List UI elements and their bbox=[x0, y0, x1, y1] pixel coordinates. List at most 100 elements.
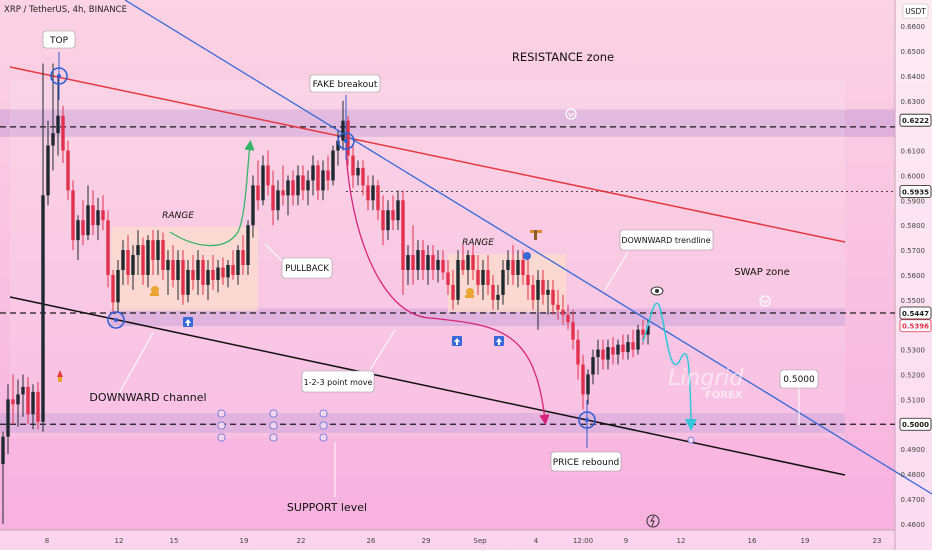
time-axis-panel bbox=[0, 530, 895, 550]
symbol-title: XRP / TetherUS, 4h, BINANCE bbox=[4, 5, 127, 15]
candle bbox=[61, 105, 65, 163]
candle-body bbox=[631, 342, 635, 350]
price-tick-label: 0.5700 bbox=[901, 247, 926, 255]
candle bbox=[156, 230, 160, 275]
candle-body bbox=[581, 364, 585, 395]
candle bbox=[446, 260, 450, 295]
candle-body bbox=[11, 399, 15, 405]
candle bbox=[271, 170, 275, 226]
candle bbox=[66, 140, 70, 201]
candle bbox=[246, 220, 250, 275]
svg-text:1-2-3 point move: 1-2-3 point move bbox=[304, 378, 373, 387]
candle bbox=[181, 250, 185, 305]
candle-body bbox=[396, 200, 400, 221]
candle-body bbox=[161, 240, 165, 270]
candle-body bbox=[481, 269, 485, 285]
candle-body bbox=[566, 314, 570, 323]
candle-body bbox=[596, 349, 600, 358]
candle bbox=[196, 250, 200, 295]
resistance-trendline[interactable] bbox=[9, 66, 846, 243]
candle bbox=[76, 215, 80, 261]
candle bbox=[201, 255, 205, 295]
lightning-icon[interactable] bbox=[646, 514, 660, 528]
candle bbox=[361, 160, 365, 196]
candle bbox=[321, 160, 325, 201]
time-tick-label: 16 bbox=[748, 537, 757, 545]
candle bbox=[426, 245, 430, 285]
candle-body bbox=[241, 250, 245, 265]
rocket-icon bbox=[57, 370, 63, 382]
watermark-sub: FOREX bbox=[705, 390, 743, 401]
time-tick-label: 23 bbox=[873, 537, 882, 545]
candle-body bbox=[586, 374, 590, 395]
hammer-icon bbox=[530, 230, 542, 240]
candle-body bbox=[616, 344, 620, 355]
price-tick-label: 0.6300 bbox=[901, 98, 926, 106]
eye-icon bbox=[650, 286, 664, 296]
candle-body bbox=[201, 260, 205, 285]
candle-body bbox=[506, 260, 510, 270]
channel-callout-pointer bbox=[117, 332, 154, 396]
candle-body bbox=[431, 255, 435, 270]
currency-label: USDT bbox=[905, 7, 926, 16]
price-tick-label: 0.5800 bbox=[901, 222, 926, 230]
candle-body bbox=[321, 170, 325, 191]
candle bbox=[481, 260, 485, 300]
price-rebound-callout: PRICE rebound bbox=[550, 451, 622, 472]
candle bbox=[516, 250, 520, 288]
channel-support-line[interactable] bbox=[9, 296, 846, 476]
candle-body bbox=[341, 120, 345, 141]
candle-body bbox=[261, 165, 265, 201]
resistance-zone-label: RESISTANCE zone bbox=[512, 50, 614, 64]
time-tick-label: 12 bbox=[677, 537, 686, 545]
candle bbox=[291, 170, 295, 206]
candle bbox=[26, 376, 30, 425]
candle-body bbox=[541, 279, 545, 295]
price-axis-panel bbox=[895, 0, 932, 550]
candle-body bbox=[6, 399, 10, 437]
candle-body bbox=[76, 220, 80, 241]
candle bbox=[586, 369, 590, 405]
trendline-callout: DOWNWARD trendline bbox=[619, 229, 714, 251]
time-tick-label: Sep bbox=[473, 537, 487, 545]
downward-channel-label: DOWNWARD channel bbox=[89, 391, 206, 404]
pullback-callout: PULLBACK bbox=[281, 257, 333, 279]
time-tick-label: 22 bbox=[297, 537, 306, 545]
candle-body bbox=[101, 210, 105, 221]
candle-body bbox=[166, 260, 170, 270]
candle-body bbox=[591, 357, 595, 375]
currency-badge[interactable] bbox=[902, 3, 929, 19]
candle bbox=[441, 250, 445, 280]
snail-icon bbox=[465, 288, 474, 298]
candle bbox=[331, 145, 335, 186]
candle bbox=[371, 175, 375, 211]
candle-body bbox=[331, 150, 335, 181]
time-tick-label: 12 bbox=[115, 537, 124, 545]
candle bbox=[601, 339, 605, 370]
candle-body bbox=[646, 325, 650, 335]
price-tick-label: 0.5500 bbox=[901, 297, 926, 305]
candle-body bbox=[136, 245, 140, 256]
downward-trendline[interactable] bbox=[124, 0, 932, 495]
candle bbox=[171, 245, 175, 288]
candle-body bbox=[206, 269, 210, 285]
time-axis[interactable]: 8 12 15 19 22 26 29 Sep 4 12:00 9 12 16 19 23 bbox=[45, 537, 882, 545]
candle-body bbox=[96, 210, 100, 226]
candle bbox=[256, 160, 260, 211]
candle bbox=[366, 175, 370, 211]
price-tag: 0.5000 bbox=[899, 417, 932, 431]
candle-body bbox=[141, 245, 145, 275]
pullback-callout-pointer bbox=[264, 243, 284, 263]
candle-body bbox=[121, 250, 125, 270]
price-tick-label: 0.6500 bbox=[901, 48, 926, 56]
candle-body bbox=[641, 329, 645, 335]
candle bbox=[351, 145, 355, 188]
candle-body bbox=[236, 250, 240, 275]
candle-body bbox=[66, 150, 70, 191]
candle bbox=[186, 260, 190, 303]
price-axis[interactable]: 0.6600 0.6500 0.6400 0.6300 0.6100 0.6000 0.59… bbox=[901, 23, 926, 529]
candle bbox=[91, 190, 95, 236]
candle-body bbox=[511, 260, 515, 275]
